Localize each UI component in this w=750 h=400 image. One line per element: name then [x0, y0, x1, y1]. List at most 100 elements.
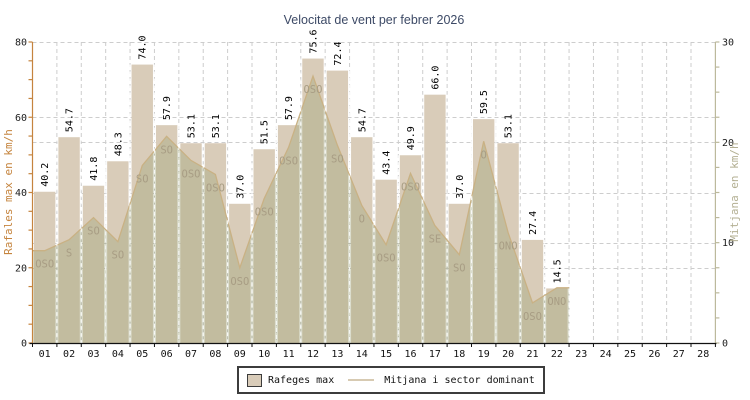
x-label-03: 03 — [87, 349, 99, 360]
x-label-20: 20 — [502, 349, 514, 360]
sector-label-11: OSO — [279, 155, 298, 167]
average-line — [32, 74, 570, 304]
sector-label-08: OSO — [206, 182, 225, 194]
bar-day-17[interactable] — [424, 94, 446, 343]
sector-label-16: OSO — [401, 181, 420, 193]
bar-day-01[interactable] — [34, 191, 56, 343]
sector-label-12: OSO — [303, 84, 322, 96]
bar-day-09[interactable] — [229, 203, 251, 343]
x-label-13: 13 — [331, 349, 343, 360]
bar-value-label-04: 48.3 — [113, 132, 124, 156]
bars-layer — [34, 58, 568, 344]
sector-label-20: ONO — [499, 241, 518, 253]
bar-value-label-11: 57.9 — [284, 96, 295, 120]
x-label-18: 18 — [453, 349, 465, 360]
bar-value-label-10: 51.5 — [260, 120, 271, 144]
x-label-14: 14 — [356, 349, 368, 360]
bar-day-21[interactable] — [521, 239, 544, 343]
x-label-01: 01 — [39, 349, 51, 360]
x-label-27: 27 — [673, 349, 685, 360]
sector-label-02: S — [66, 248, 72, 260]
sector-label-22: ONO — [547, 296, 566, 308]
bar-day-15[interactable] — [375, 179, 397, 343]
sector-label-15: OSO — [377, 253, 396, 265]
x-label-06: 06 — [161, 349, 173, 360]
bar-day-05[interactable] — [131, 64, 153, 343]
bar-value-label-02: 54.7 — [65, 108, 76, 132]
right-axis-number: 20 — [722, 138, 734, 149]
bar-value-label-21: 27.4 — [528, 211, 539, 235]
bar-value-label-01: 40.2 — [40, 163, 51, 187]
x-label-09: 09 — [234, 349, 246, 360]
sector-label-10: OSO — [255, 207, 274, 219]
bar-day-18[interactable] — [448, 203, 471, 343]
right-axis-number: 0 — [722, 339, 728, 350]
bar-value-label-03: 41.8 — [89, 157, 100, 181]
x-label-23: 23 — [575, 349, 587, 360]
legend-bar-label[interactable]: Rafeges max — [268, 374, 335, 386]
legend-line-label[interactable]: Mitjana i sector dominant — [384, 374, 535, 386]
x-label-08: 08 — [209, 349, 221, 360]
bar-value-label-06: 57.9 — [162, 96, 173, 120]
bar-value-label-22: 14.5 — [552, 259, 563, 283]
sector-label-18: SO — [453, 263, 466, 275]
bar-day-20[interactable] — [497, 143, 519, 343]
legend-bar-swatch — [247, 373, 262, 387]
sector-label-03: SO — [87, 226, 100, 238]
sector-label-04: SO — [112, 250, 125, 262]
x-label-24: 24 — [600, 349, 612, 360]
grid-overlay-layer — [56, 58, 570, 343]
bar-day-11[interactable] — [277, 125, 300, 344]
left-axis-number: 60 — [15, 113, 27, 124]
bar-value-label-08: 53.1 — [211, 114, 222, 138]
left-axis-title: Rafales max en km/h — [2, 129, 15, 255]
left-axis-number: 40 — [15, 188, 27, 199]
bar-value-label-15: 43.4 — [382, 151, 393, 175]
sector-label-19: O — [481, 149, 487, 161]
x-label-28: 28 — [697, 349, 709, 360]
bar-day-10[interactable] — [253, 149, 275, 343]
x-label-15: 15 — [380, 349, 392, 360]
x-label-25: 25 — [624, 349, 636, 360]
bar-value-label-18: 37.0 — [455, 175, 466, 199]
sector-label-09: OSO — [230, 276, 249, 288]
bar-day-06[interactable] — [155, 125, 178, 344]
bar-value-label-17: 66.0 — [430, 66, 441, 90]
bar-day-13[interactable] — [326, 70, 349, 343]
sector-label-13: SO — [331, 153, 344, 165]
right-axis-number: 10 — [722, 238, 734, 249]
left-axis-number: 80 — [15, 38, 27, 49]
bar-day-22[interactable] — [546, 288, 568, 343]
legend-line-swatch — [348, 379, 375, 381]
x-label-16: 16 — [405, 349, 417, 360]
bar-value-label-09: 37.0 — [235, 175, 246, 199]
bar-day-03[interactable] — [82, 185, 105, 343]
bar-day-04[interactable] — [107, 161, 129, 343]
bar-day-14[interactable] — [351, 137, 373, 343]
bar-day-12[interactable] — [302, 58, 324, 344]
axes-layer: 0 20 40 60 80 0 10 20 30 01 02 03 04 05 06 07 08 09 10 11 12… — [15, 38, 734, 361]
bar-value-label-07: 53.1 — [187, 114, 198, 138]
sector-label-07: OSO — [182, 168, 201, 180]
right-axis-title: Mitjana en km/h — [728, 142, 741, 241]
sector-label-14: O — [359, 214, 365, 226]
bar-day-07[interactable] — [180, 143, 202, 343]
x-label-12: 12 — [307, 349, 319, 360]
bar-value-label-12: 75.6 — [308, 29, 319, 53]
sector-label-06: SO — [160, 144, 173, 156]
x-label-17: 17 — [429, 349, 441, 360]
bar-value-label-05: 74.0 — [138, 35, 149, 59]
labels-layer: OSOSSOSOSOSOOSOOSOOSOOSOOSOOSOSOOOSOOSOS… — [35, 29, 566, 322]
x-label-19: 19 — [478, 349, 490, 360]
bar-value-label-14: 54.7 — [357, 108, 368, 132]
x-label-11: 11 — [283, 349, 295, 360]
bar-value-label-19: 59.5 — [479, 90, 490, 114]
sector-label-21: OSO — [523, 311, 542, 323]
bar-day-16[interactable] — [399, 155, 422, 343]
left-axis-number: 0 — [21, 339, 27, 350]
x-label-26: 26 — [648, 349, 660, 360]
chart-title: Velocitat de vent per febrer 2026 — [284, 13, 465, 27]
bar-day-19[interactable] — [473, 119, 495, 343]
